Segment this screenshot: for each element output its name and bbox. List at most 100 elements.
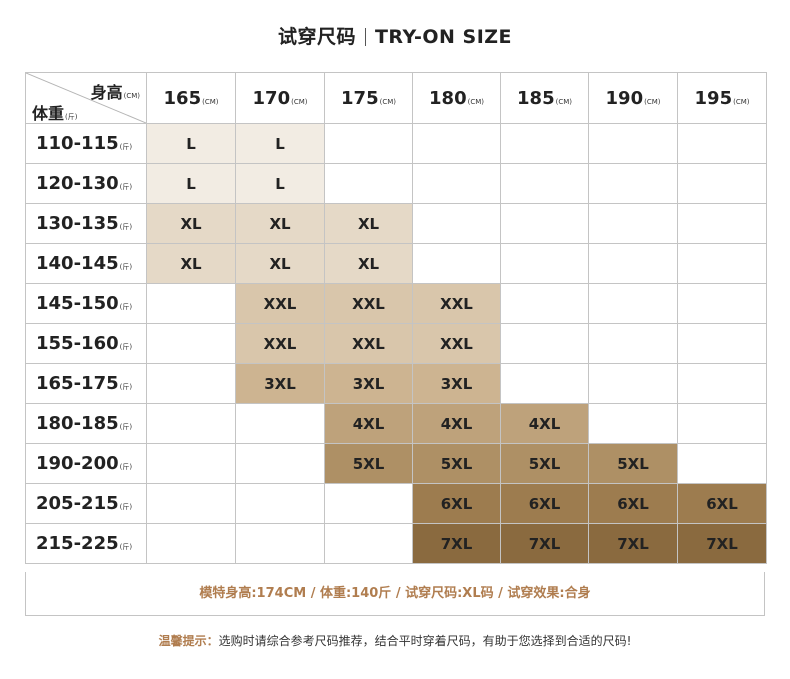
empty-cell (412, 203, 501, 244)
height-col-185: 185(CM) (500, 72, 589, 124)
table-row: 180-185(斤) 4XL 4XL 4XL (25, 403, 767, 444)
empty-cell (146, 283, 236, 324)
empty-cell (677, 443, 767, 484)
empty-cell (500, 323, 589, 364)
empty-cell (146, 363, 236, 404)
size-cell: XL (235, 203, 325, 244)
empty-cell (235, 523, 325, 564)
size-cell: XXL (235, 283, 325, 324)
size-cell: 4XL (324, 403, 413, 444)
size-cell: XL (146, 203, 236, 244)
size-cell: 7XL (500, 523, 589, 564)
empty-cell (677, 363, 767, 404)
size-cell: 3XL (412, 363, 501, 404)
height-axis-label: 身高(CM) (90, 83, 140, 102)
weight-row-label: 155-160(斤) (25, 323, 147, 364)
weight-row-label: 180-185(斤) (25, 403, 147, 444)
title-en: TRY-ON SIZE (374, 26, 513, 48)
empty-cell (412, 123, 501, 164)
tip-label: 温馨提示： (158, 634, 219, 648)
empty-cell (146, 443, 236, 484)
table-row: 110-115(斤) L L (25, 123, 767, 164)
empty-cell (588, 163, 678, 204)
empty-cell (500, 123, 589, 164)
empty-cell (677, 163, 767, 204)
empty-cell (324, 123, 413, 164)
empty-cell (235, 483, 325, 524)
size-chart-body: 110-115(斤) L L 120-130(斤) L L 130-135(斤) XL XL XL… (25, 123, 767, 564)
size-cell: 5XL (588, 443, 678, 484)
size-cell: 6XL (677, 483, 767, 524)
empty-cell (677, 243, 767, 284)
empty-cell (412, 163, 501, 204)
weight-row-label: 215-225(斤) (25, 523, 147, 564)
tip-line: 温馨提示：选购时请综合参考尺码推荐，结合平时穿着尺码，有助于您选择到合适的尺码! (0, 632, 790, 649)
weight-row-label: 145-150(斤) (25, 283, 147, 324)
page-title: 试穿尺码 TRY-ON SIZE (0, 22, 790, 49)
empty-cell (412, 243, 501, 284)
height-col-180: 180(CM) (412, 72, 501, 124)
empty-cell (324, 483, 413, 524)
empty-cell (500, 203, 589, 244)
size-cell: L (235, 163, 325, 204)
size-cell: 5XL (500, 443, 589, 484)
table-row: 205-215(斤) 6XL 6XL 6XL 6XL (25, 483, 767, 524)
size-cell: 6XL (588, 483, 678, 524)
size-cell: 3XL (235, 363, 325, 404)
weight-row-label: 165-175(斤) (25, 363, 147, 404)
table-row: 165-175(斤) 3XL 3XL 3XL (25, 363, 767, 404)
size-cell: XL (235, 243, 325, 284)
weight-row-label: 140-145(斤) (25, 243, 147, 284)
empty-cell (146, 323, 236, 364)
weight-row-label: 110-115(斤) (25, 123, 147, 164)
size-chart-table: 身高(CM) 体重(斤) 165(CM) 170(CM) 175(CM) 180(CM… (25, 72, 767, 564)
size-cell: 7XL (412, 523, 501, 564)
weight-row-label: 205-215(斤) (25, 483, 147, 524)
size-cell: XXL (235, 323, 325, 364)
empty-cell (677, 123, 767, 164)
size-cell: 3XL (324, 363, 413, 404)
empty-cell (146, 403, 236, 444)
height-col-170: 170(CM) (235, 72, 325, 124)
size-cell: L (146, 163, 236, 204)
table-row: 145-150(斤) XXL XXL XXL (25, 283, 767, 324)
empty-cell (146, 483, 236, 524)
table-row: 120-130(斤) L L (25, 163, 767, 204)
empty-cell (324, 163, 413, 204)
empty-cell (235, 443, 325, 484)
empty-cell (588, 283, 678, 324)
size-cell: L (235, 123, 325, 164)
empty-cell (500, 243, 589, 284)
size-cell: L (146, 123, 236, 164)
height-col-195: 195(CM) (677, 72, 767, 124)
empty-cell (500, 283, 589, 324)
diagonal-line (26, 73, 146, 123)
empty-cell (677, 203, 767, 244)
size-cell: 5XL (324, 443, 413, 484)
empty-cell (235, 403, 325, 444)
empty-cell (500, 363, 589, 404)
corner-cell: 身高(CM) 体重(斤) (25, 72, 147, 124)
size-cell: XXL (412, 283, 501, 324)
height-col-175: 175(CM) (324, 72, 413, 124)
table-row: 215-225(斤) 7XL 7XL 7XL 7XL (25, 523, 767, 564)
weight-row-label: 190-200(斤) (25, 443, 147, 484)
empty-cell (588, 363, 678, 404)
empty-cell (588, 323, 678, 364)
empty-cell (588, 203, 678, 244)
header-row: 身高(CM) 体重(斤) 165(CM) 170(CM) 175(CM) 180(CM… (25, 72, 767, 124)
table-row: 140-145(斤) XL XL XL (25, 243, 767, 284)
size-cell: 4XL (500, 403, 589, 444)
size-cell: 6XL (412, 483, 501, 524)
size-cell: XXL (324, 283, 413, 324)
weight-row-label: 120-130(斤) (25, 163, 147, 204)
size-cell: 4XL (412, 403, 501, 444)
size-cell: XL (146, 243, 236, 284)
model-info: 模特身高:174CM / 体重:140斤 / 试穿尺码:XL码 / 试穿效果:合… (25, 572, 765, 616)
size-cell: 6XL (500, 483, 589, 524)
size-cell: XL (324, 243, 413, 284)
empty-cell (588, 243, 678, 284)
height-col-165: 165(CM) (146, 72, 236, 124)
tip-text: 选购时请综合参考尺码推荐，结合平时穿着尺码，有助于您选择到合适的尺码! (218, 634, 632, 648)
empty-cell (677, 403, 767, 444)
